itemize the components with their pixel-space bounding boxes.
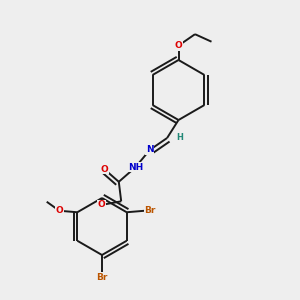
Text: O: O — [175, 41, 182, 50]
Text: Br: Br — [144, 206, 156, 215]
Text: H: H — [176, 133, 183, 142]
Text: O: O — [56, 206, 63, 215]
Text: N: N — [146, 146, 154, 154]
Text: O: O — [98, 200, 106, 209]
Text: Br: Br — [96, 273, 108, 282]
Text: O: O — [100, 165, 108, 174]
Text: NH: NH — [128, 163, 143, 172]
